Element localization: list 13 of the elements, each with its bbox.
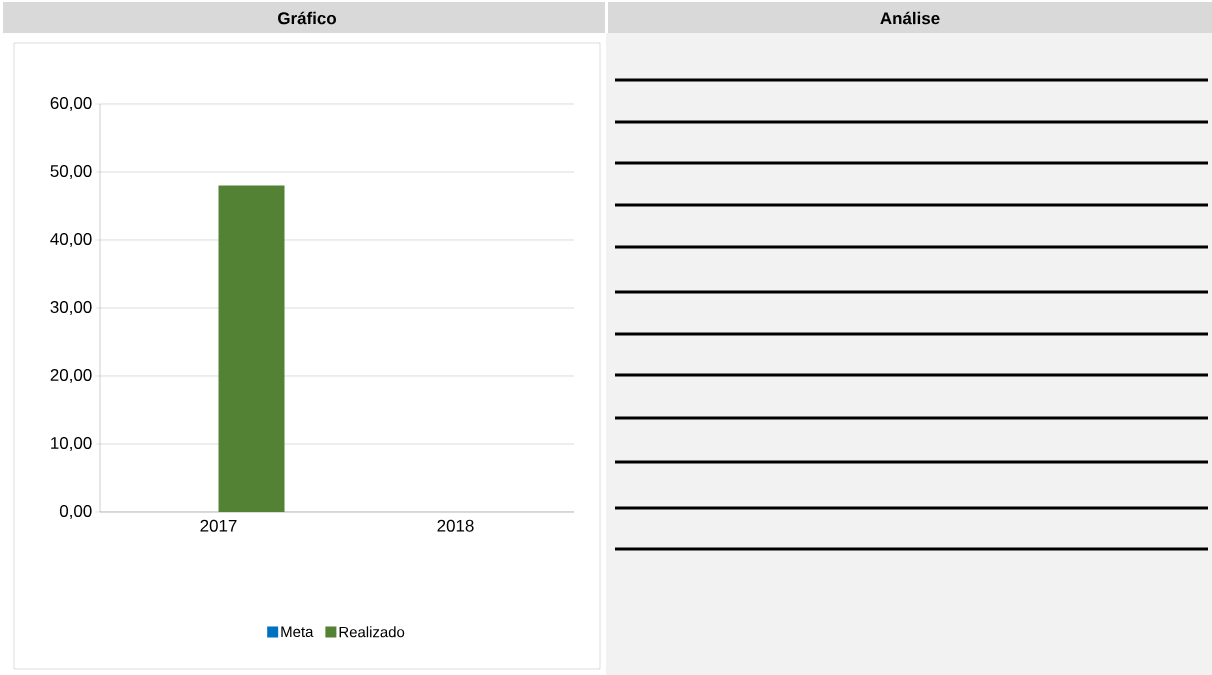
- legend-label: Meta: [281, 626, 314, 638]
- y-tick-label: 40,00: [50, 232, 92, 247]
- y-tick-label: 60,00: [50, 96, 92, 111]
- x-tick-label: 2017: [200, 519, 237, 532]
- y-tick-label: 0,00: [59, 504, 92, 519]
- legend-label: Realizado: [339, 626, 405, 638]
- y-tick-label: 20,00: [50, 368, 92, 383]
- y-tick-label: 10,00: [51, 436, 92, 451]
- y-tick-label: 50,00: [50, 164, 92, 179]
- x-tick-label: 2018: [437, 519, 474, 532]
- text: Análise: [880, 11, 940, 25]
- y-tick-label: 30,00: [50, 300, 92, 315]
- chart-title: Gráfico: [278, 11, 336, 25]
